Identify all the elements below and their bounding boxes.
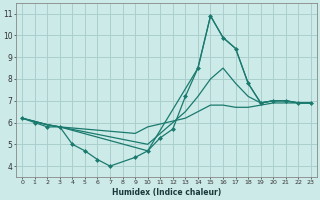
X-axis label: Humidex (Indice chaleur): Humidex (Indice chaleur): [112, 188, 221, 197]
